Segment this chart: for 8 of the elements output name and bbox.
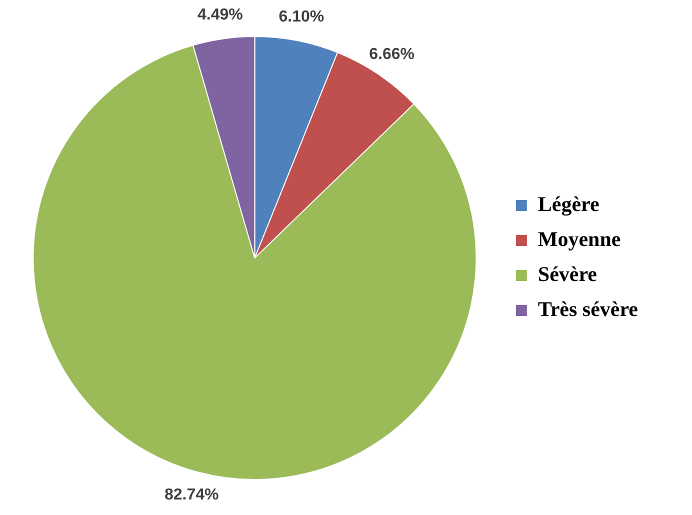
legend-label: Légère [538, 192, 600, 216]
data-label: 82.74% [164, 486, 219, 504]
legend-label: Sévère [538, 262, 598, 286]
data-label: 4.49% [198, 6, 243, 24]
legend-label: Très sévère [538, 296, 638, 321]
data-label: 6.10% [278, 8, 324, 26]
data-label: 6.66% [369, 46, 414, 63]
legend-label: Moyenne [538, 226, 621, 251]
